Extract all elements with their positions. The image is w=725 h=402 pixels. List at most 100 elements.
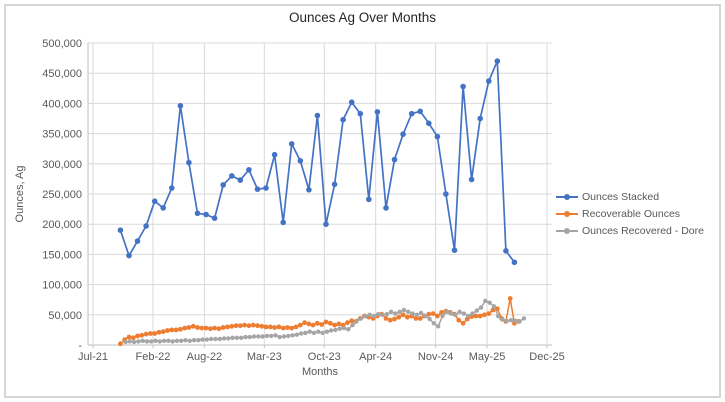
data-point-marker <box>367 312 372 317</box>
data-point-marker <box>256 334 261 339</box>
data-point-marker <box>477 115 484 122</box>
data-point-marker <box>406 309 411 314</box>
data-point-marker <box>220 182 226 188</box>
data-point-marker <box>239 335 244 340</box>
data-point-marker <box>363 313 368 319</box>
data-point-marker <box>350 322 355 328</box>
data-point-marker <box>269 333 274 339</box>
data-point-marker <box>126 252 132 259</box>
data-point-marker <box>417 108 424 115</box>
data-point-marker <box>426 120 432 127</box>
legend-item-ounces-stacked: Ounces Stacked <box>556 188 704 205</box>
data-point-marker <box>152 331 158 336</box>
data-point-marker <box>521 316 527 321</box>
data-point-marker <box>324 329 330 334</box>
data-point-marker <box>126 334 132 340</box>
data-point-marker <box>225 324 230 330</box>
data-point-marker <box>418 310 424 316</box>
x-tick-label: Oct-23 <box>308 351 341 363</box>
data-point-marker <box>204 337 210 342</box>
data-point-marker <box>187 338 192 343</box>
data-point-marker <box>280 219 287 226</box>
data-point-marker <box>173 327 179 333</box>
data-point-marker <box>160 205 166 211</box>
data-point-marker <box>388 309 394 314</box>
data-point-marker <box>483 298 488 304</box>
data-point-marker <box>357 110 364 117</box>
data-point-marker <box>179 338 184 343</box>
data-point-marker <box>511 259 518 266</box>
data-point-marker <box>277 334 282 340</box>
data-point-marker <box>366 196 372 203</box>
data-point-marker <box>376 312 381 317</box>
data-point-marker <box>310 322 316 328</box>
data-point-marker <box>374 109 381 115</box>
data-point-marker <box>500 317 505 322</box>
legend-label: Ounces Stacked <box>582 190 660 203</box>
y-tick-label: 50,000 <box>48 310 82 322</box>
data-point-marker <box>135 333 140 339</box>
data-point-marker <box>246 323 252 329</box>
data-point-marker <box>118 341 123 347</box>
data-point-marker <box>209 336 214 342</box>
data-point-marker <box>233 323 239 329</box>
data-point-marker <box>487 300 492 305</box>
data-point-marker <box>439 310 444 315</box>
data-point-marker <box>401 307 407 313</box>
data-point-marker <box>212 325 218 331</box>
data-point-marker <box>203 211 209 218</box>
data-point-marker <box>247 334 252 340</box>
data-point-marker <box>143 223 149 229</box>
chart-title: Ounces Ag Over Months <box>288 10 437 25</box>
data-point-marker <box>217 336 222 342</box>
data-point-marker <box>123 339 128 345</box>
data-point-marker <box>307 329 312 334</box>
data-point-marker <box>191 338 197 343</box>
data-point-marker <box>391 156 398 163</box>
data-point-marker <box>131 339 137 345</box>
data-point-marker <box>117 227 124 233</box>
data-point-marker <box>200 337 205 342</box>
data-point-marker <box>288 141 295 147</box>
data-point-marker <box>143 331 149 337</box>
legend-line-marker-icon <box>556 193 578 200</box>
data-point-marker <box>473 313 479 319</box>
data-point-marker <box>306 321 312 327</box>
data-point-marker <box>199 325 205 331</box>
data-point-marker <box>174 338 180 343</box>
data-point-marker <box>194 210 201 217</box>
data-point-marker <box>430 311 436 316</box>
data-point-marker <box>157 339 162 344</box>
data-point-marker <box>182 325 188 331</box>
data-point-marker <box>435 313 440 319</box>
data-point-marker <box>250 322 256 328</box>
data-point-marker <box>255 323 260 329</box>
data-point-marker <box>460 320 466 326</box>
data-point-marker <box>302 320 307 326</box>
data-point-marker <box>434 133 441 140</box>
data-point-marker <box>426 311 432 317</box>
data-point-marker <box>408 110 415 117</box>
legend-item-recoverable-ounces: Recoverable Ounces <box>556 205 704 222</box>
data-point-marker <box>448 311 454 316</box>
y-tick-label: 200,000 <box>42 219 82 231</box>
data-point-marker <box>315 320 320 326</box>
data-point-marker <box>503 248 509 254</box>
data-point-marker <box>457 309 462 314</box>
data-point-marker <box>190 323 196 329</box>
data-point-marker <box>468 176 475 183</box>
data-point-marker <box>451 247 458 253</box>
data-point-marker <box>134 238 141 244</box>
data-point-marker <box>289 325 295 331</box>
data-point-marker <box>160 329 166 335</box>
data-point-marker <box>517 319 522 324</box>
x-tick-label: Apr-24 <box>359 351 392 363</box>
y-tick-label: 300,000 <box>42 159 82 171</box>
data-point-marker <box>208 326 213 332</box>
data-point-marker <box>285 325 290 330</box>
data-point-marker <box>320 330 325 336</box>
data-point-marker <box>348 99 355 105</box>
data-point-marker <box>136 339 141 344</box>
